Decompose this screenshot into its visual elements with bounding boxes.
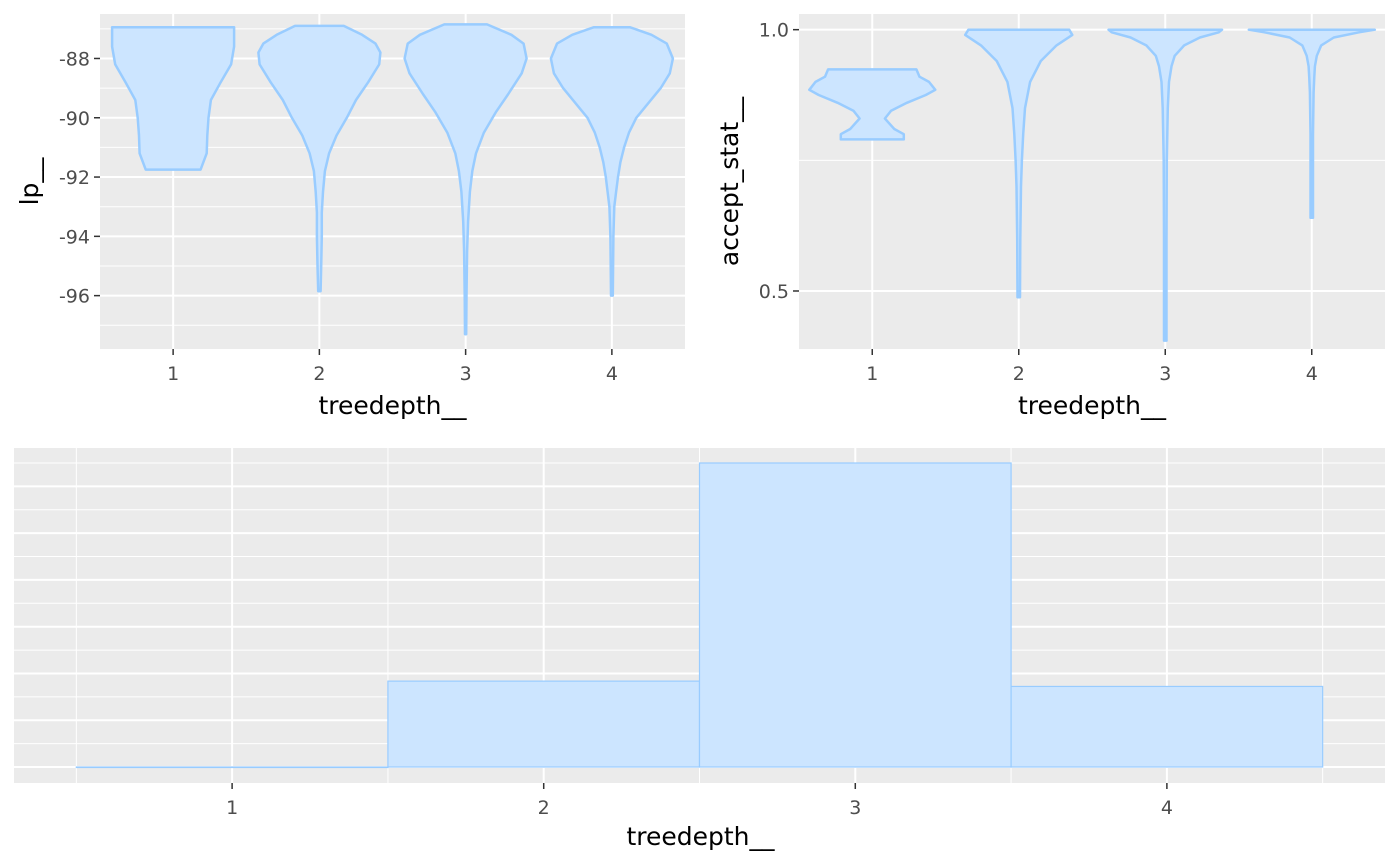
x-axis-title: treedepth__ [1018,391,1167,420]
x-axis-title: treedepth__ [318,391,467,420]
y-tick-label: 0.5 [759,281,789,303]
violin-4 [549,26,675,297]
x-tick-label: 3 [1159,363,1171,385]
x-tick-label: 2 [538,797,550,819]
violin-4 [1247,28,1377,220]
violin-marks [808,28,1377,342]
y-axis-title: accept_stat__ [715,96,744,266]
x-tick-label: 4 [606,363,618,385]
treedepth-bar-chart: 1 2 3 4 treedepth__ [14,448,1385,851]
violin-1 [110,26,236,171]
violin-2 [963,28,1074,299]
lp-violin-chart: -96 -94 -92 -90 -88 1 2 3 4 treedepth__ lp__ [15,14,685,420]
y-axis-ticks: -96 -94 -92 -90 -88 [59,48,100,308]
bar-2 [387,680,701,768]
accept-stat-violin-chart: 0.5 1.0 1 2 3 4 treedepth__ accept_stat__ [715,14,1385,420]
bar-marks [75,462,1324,769]
bar-1 [75,766,389,769]
violin-2 [257,24,382,293]
x-tick-label: 3 [460,363,472,385]
x-tick-label: 3 [849,797,861,819]
y-tick-label: -94 [59,226,90,248]
panel-background [799,14,1385,349]
x-axis-ticks: 1 2 3 4 [167,349,618,385]
x-axis-ticks: 1 2 3 4 [866,349,1318,385]
x-axis-title: treedepth__ [626,822,775,851]
x-tick-label: 4 [1306,363,1318,385]
violin-3 [1107,28,1224,342]
x-tick-label: 1 [866,363,878,385]
x-tick-label: 2 [1013,363,1025,385]
y-tick-label: -88 [59,48,90,70]
x-axis-ticks: 1 2 3 4 [226,783,1173,819]
y-tick-label: 1.0 [759,20,789,42]
x-tick-label: 4 [1161,797,1173,819]
x-tick-label: 2 [313,363,325,385]
bar-3 [698,462,1012,768]
violin-3 [403,23,528,336]
y-axis-ticks: 0.5 1.0 [759,20,799,303]
x-tick-label: 1 [226,797,238,819]
x-tick-label: 1 [167,363,179,385]
y-tick-label: -92 [59,167,90,189]
violin-1 [808,68,937,141]
violin-marks [110,23,675,336]
y-axis-title: lp__ [15,157,44,205]
bar-4 [1010,685,1324,768]
y-tick-label: -90 [59,108,90,130]
y-tick-label: -96 [59,286,90,308]
